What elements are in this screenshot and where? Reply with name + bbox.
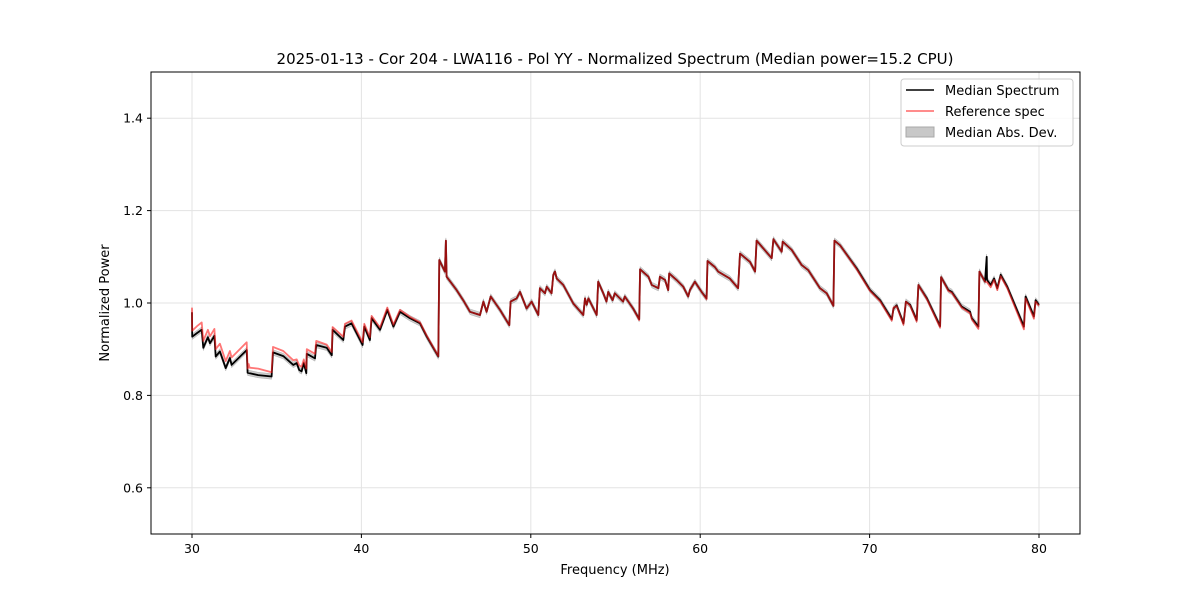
legend-mad-swatch [905, 126, 935, 138]
y-tick-label: 1.0 [123, 296, 143, 311]
x-axis-label: Frequency (MHz) [560, 563, 669, 578]
y-tick-label: 1.4 [123, 111, 143, 126]
legend-mad-label: Median Abs. Dev. [945, 126, 1057, 141]
x-tick-label: 40 [353, 541, 369, 556]
plot-marks [191, 235, 1040, 380]
x-tick-label: 80 [1031, 541, 1047, 556]
x-tick-label: 30 [184, 541, 200, 556]
mad-band [191, 235, 1040, 380]
y-axis-ticks: 0.6 0.8 1.0 1.2 1.4 [123, 111, 151, 495]
legend: Median Spectrum Reference spec Median Ab… [900, 78, 1074, 147]
x-tick-label: 60 [692, 541, 708, 556]
reference-spectrum-line [191, 238, 1040, 374]
x-axis-ticks: 30 40 50 60 70 80 [184, 534, 1047, 556]
legend-median-label: Median Spectrum [945, 84, 1059, 99]
chart-title: 2025-01-13 - Cor 204 - LWA116 - Pol YY -… [277, 50, 954, 68]
legend-box [900, 78, 1074, 147]
y-axis-label: Normalized Power [98, 244, 113, 362]
x-tick-label: 50 [523, 541, 539, 556]
x-tick-label: 70 [862, 541, 878, 556]
legend-reference-label: Reference spec [945, 105, 1045, 120]
y-tick-label: 1.2 [123, 203, 143, 218]
y-tick-label: 0.8 [123, 388, 143, 403]
y-tick-label: 0.6 [123, 480, 143, 495]
